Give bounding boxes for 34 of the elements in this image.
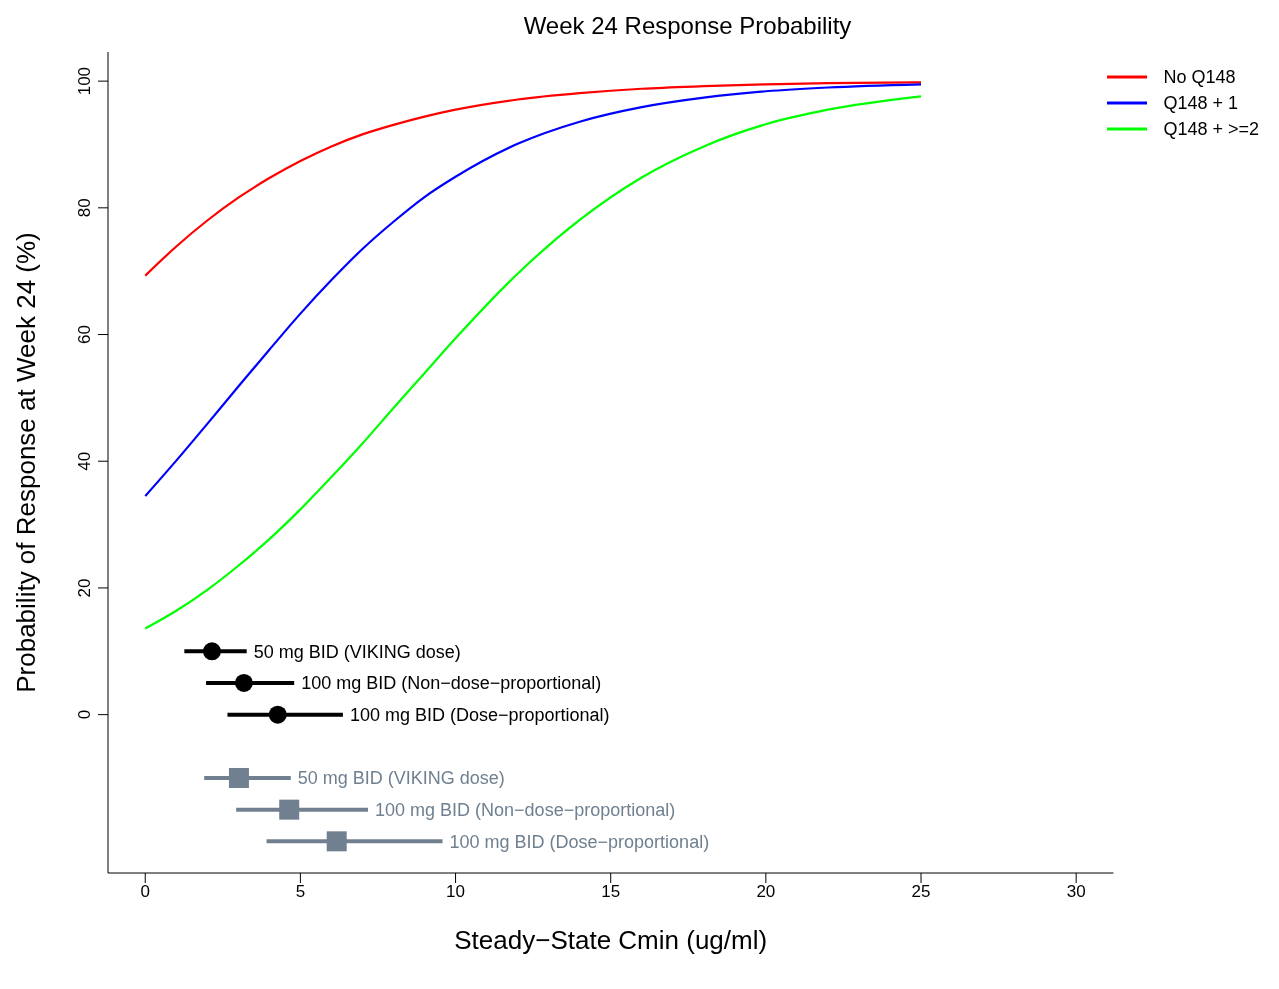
x-tick-label: 0 <box>140 882 150 902</box>
annotation: 50 mg BID (VIKING dose) <box>297 768 505 789</box>
x-tick-label: 30 <box>1066 882 1086 902</box>
x-tick-label: 15 <box>601 882 621 902</box>
point <box>326 831 347 852</box>
x-tick-label: 20 <box>756 882 776 902</box>
x-axis-title: Steady−State Cmin (ug/ml) <box>454 925 768 955</box>
legend-label: No Q148 <box>1163 66 1236 88</box>
point <box>268 705 287 724</box>
point <box>202 642 221 661</box>
point <box>234 673 253 692</box>
x-tick-label: 5 <box>295 882 306 902</box>
line-series <box>144 83 923 498</box>
y-tick-label: 100 <box>75 66 94 96</box>
legend-label: Q148 + 1 <box>1163 92 1238 114</box>
line-series <box>144 95 923 630</box>
x-tick-label: 10 <box>446 882 466 902</box>
annotation: 100 mg BID (Dose−proportional) <box>349 704 610 725</box>
point <box>279 799 300 820</box>
y-axis-title: Probability of Response at Week 24 (%) <box>11 232 42 693</box>
y-tick-label: 80 <box>75 198 94 218</box>
x-tick-label: 25 <box>911 882 931 902</box>
y-tick-label: 0 <box>75 709 94 720</box>
y-tick-label: 20 <box>75 578 94 598</box>
y-tick-label: 60 <box>75 325 94 344</box>
annotation: 100 mg BID (Non−dose−proportional) <box>375 799 676 820</box>
legend-label: Q148 + >=2 <box>1163 118 1259 140</box>
y-tick-label: 40 <box>75 451 94 471</box>
annotation: 100 mg BID (Non−dose−proportional) <box>301 673 602 694</box>
annotation: 100 mg BID (Dose−proportional) <box>449 831 710 852</box>
chart-title: Week 24 Response Probability <box>522 12 853 40</box>
point <box>228 767 249 788</box>
line-series <box>144 81 923 277</box>
annotation: 50 mg BID (VIKING dose) <box>253 641 461 662</box>
